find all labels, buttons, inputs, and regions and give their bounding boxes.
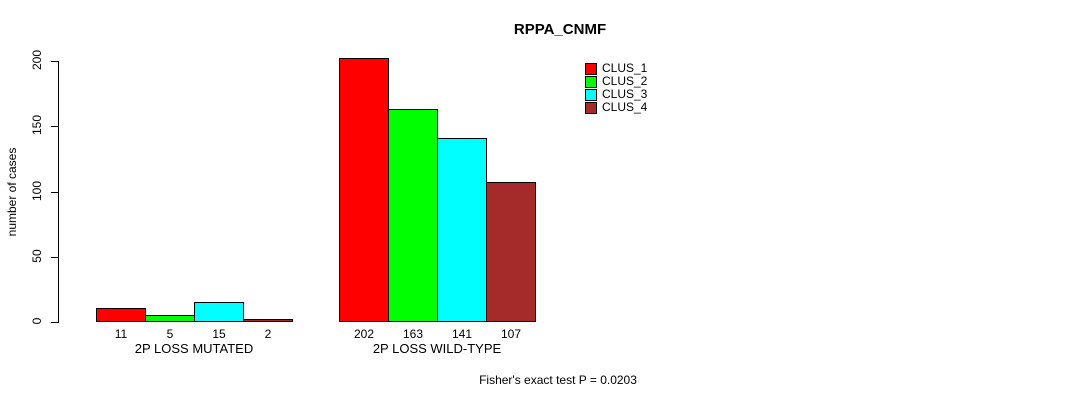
legend-swatch-icon [585,75,597,88]
bar-clus_3-mutated [194,302,244,322]
legend: CLUS_1 CLUS_2 CLUS_3 CLUS_4 [585,61,648,114]
legend-label: CLUS_3 [602,87,648,101]
annotation-fishers-test: Fisher's exact test P = 0.0203 [479,373,637,387]
bar-value-label: 5 [166,327,174,341]
bar-clus_2-wildtype [388,109,438,322]
legend-swatch-icon [585,62,597,75]
bar-value-label: 15 [212,327,226,341]
bar-value-label: 141 [451,327,473,341]
y-axis-tick [51,192,58,193]
y-axis-tick-label: 0 [30,317,44,325]
category-label: 2P LOSS MUTATED [134,341,254,356]
bar-value-label: 107 [500,327,522,341]
legend-item-clus_1: CLUS_1 [585,61,648,75]
y-axis-tick [51,257,58,258]
category-label: 2P LOSS WILD-TYPE [372,341,502,356]
bar-value-label: 11 [114,327,128,341]
legend-item-clus_3: CLUS_3 [585,87,648,101]
y-axis-tick [51,322,58,323]
y-axis-tick [51,61,58,62]
bar-value-label: 163 [402,327,424,341]
y-axis-tick [51,126,58,127]
bar-clus_4-mutated [243,319,293,322]
bar-clus_3-wildtype [437,138,487,322]
y-axis-title: number of cases [5,147,19,237]
bar-value-label: 2 [264,327,272,341]
legend-label: CLUS_2 [602,74,648,88]
legend-item-clus_2: CLUS_2 [585,74,648,88]
y-axis-tick-label: 50 [30,249,44,263]
chart-title: RPPA_CNMF [513,21,607,38]
y-axis-line [58,61,59,323]
legend-label: CLUS_4 [602,100,648,114]
bar-value-label: 202 [353,327,375,341]
y-axis-tick-label: 150 [30,114,44,136]
legend-label: CLUS_1 [602,61,648,75]
legend-item-clus_4: CLUS_4 [585,100,648,114]
bar-clus_4-wildtype [486,182,536,322]
bar-clus_1-mutated [96,308,146,322]
legend-swatch-icon [585,101,597,114]
bar-clus_2-mutated [145,315,195,322]
legend-swatch-icon [585,88,597,101]
y-axis-tick-label: 100 [30,180,44,202]
bar-clus_1-wildtype [339,58,389,322]
y-axis-tick-label: 200 [30,49,44,71]
